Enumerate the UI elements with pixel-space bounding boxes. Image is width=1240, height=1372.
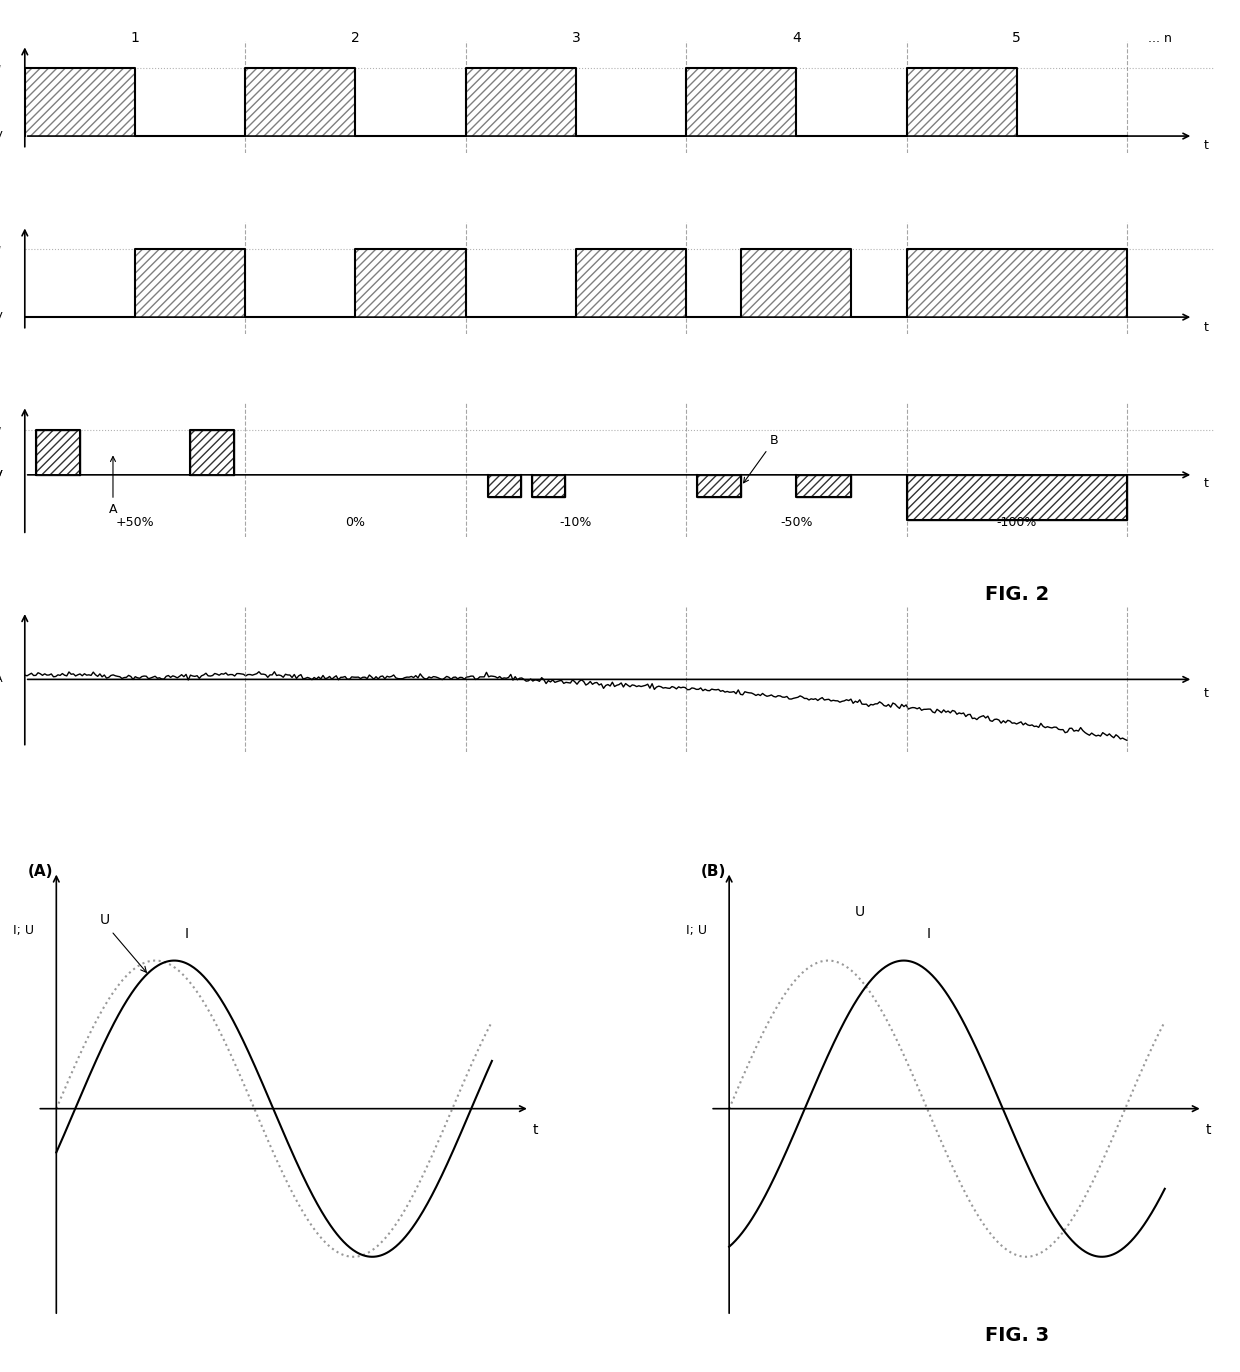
- Text: 0V: 0V: [0, 469, 2, 480]
- Text: 0V: 0V: [0, 132, 2, 141]
- Bar: [487, 475, 521, 497]
- Text: 1: 1: [130, 30, 139, 44]
- Text: (B): (B): [701, 864, 727, 879]
- Text: +50%: +50%: [115, 516, 154, 528]
- Bar: [906, 69, 1017, 136]
- Text: t: t: [533, 1124, 538, 1137]
- Text: 4: 4: [792, 30, 801, 44]
- Text: t: t: [1204, 686, 1209, 700]
- Text: FIG. 2: FIG. 2: [985, 584, 1049, 604]
- Text: $+V_M$: $+V_M$: [0, 423, 2, 438]
- Text: t: t: [1205, 1124, 1211, 1137]
- Text: 0%: 0%: [346, 516, 366, 528]
- Bar: [190, 429, 234, 475]
- Text: 0A: 0A: [0, 675, 2, 685]
- Text: $+V_M$: $+V_M$: [0, 62, 2, 75]
- Text: I: I: [185, 927, 188, 941]
- Bar: [697, 475, 742, 497]
- Text: 0V: 0V: [0, 311, 2, 322]
- Bar: [135, 250, 246, 317]
- Text: 5: 5: [1012, 30, 1022, 44]
- Text: I; U: I; U: [14, 925, 35, 937]
- Text: B: B: [744, 434, 779, 483]
- Text: t: t: [1204, 321, 1209, 333]
- Bar: [686, 69, 796, 136]
- Bar: [575, 250, 686, 317]
- Bar: [356, 250, 466, 317]
- Text: I; U: I; U: [686, 925, 707, 937]
- Bar: [466, 69, 575, 136]
- Text: 3: 3: [572, 30, 580, 44]
- Text: U: U: [100, 912, 110, 926]
- Text: ... n: ... n: [1148, 32, 1172, 44]
- Bar: [36, 429, 79, 475]
- Text: 2: 2: [351, 30, 360, 44]
- Text: t: t: [1204, 140, 1209, 152]
- Text: -50%: -50%: [780, 516, 812, 528]
- Text: (A): (A): [29, 864, 53, 879]
- Bar: [906, 250, 1127, 317]
- Bar: [796, 475, 852, 497]
- Text: U: U: [854, 906, 864, 919]
- Text: -10%: -10%: [559, 516, 591, 528]
- Bar: [25, 69, 135, 136]
- Bar: [742, 250, 852, 317]
- Text: A: A: [109, 457, 118, 516]
- Text: t: t: [1204, 477, 1209, 490]
- Bar: [246, 69, 356, 136]
- Text: -100%: -100%: [997, 516, 1037, 528]
- Bar: [906, 475, 1127, 520]
- Text: FIG. 3: FIG. 3: [985, 1325, 1049, 1345]
- Text: $+V_M$: $+V_M$: [0, 243, 2, 257]
- Bar: [532, 475, 565, 497]
- Text: I: I: [928, 927, 931, 941]
- Text: 0V: 0V: [0, 469, 2, 480]
- Text: $+V_M$: $+V_M$: [0, 423, 2, 438]
